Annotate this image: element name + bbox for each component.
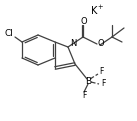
Text: F: F: [82, 91, 86, 99]
Text: N: N: [70, 39, 76, 49]
Text: O: O: [81, 18, 87, 26]
Text: F: F: [99, 68, 103, 76]
Text: K$^+$: K$^+$: [90, 4, 104, 17]
Text: O: O: [98, 38, 105, 48]
Text: B: B: [85, 76, 91, 86]
Text: Cl: Cl: [5, 30, 13, 38]
Text: F: F: [101, 79, 105, 88]
